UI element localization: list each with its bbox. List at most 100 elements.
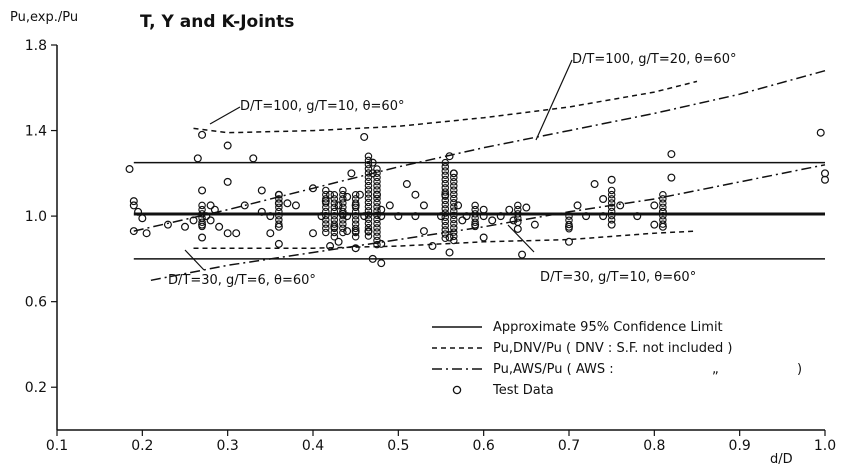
- data-point: [373, 186, 381, 194]
- data-point: [351, 244, 360, 253]
- data-point: [514, 201, 522, 210]
- data-point: [330, 190, 339, 199]
- data-point: [138, 214, 147, 223]
- legend-ditto: „: [712, 362, 719, 377]
- data-point: [471, 210, 479, 218]
- data-point: [275, 216, 283, 224]
- data-point: [223, 177, 232, 186]
- data-point: [659, 195, 667, 203]
- data-point: [330, 220, 339, 228]
- data-point: [364, 202, 373, 211]
- data-point: [291, 201, 300, 210]
- data-point: [283, 199, 292, 208]
- data-point: [373, 228, 381, 236]
- data-point: [351, 228, 360, 237]
- y-tick-label: 1.8: [25, 38, 47, 54]
- legend: Approximate 95% Confidence Limit Pu,DNV/…: [432, 320, 802, 398]
- data-point: [351, 190, 360, 199]
- data-point: [355, 190, 364, 199]
- data-point: [249, 154, 258, 163]
- data-point: [364, 186, 373, 194]
- data-point: [330, 195, 339, 203]
- data-point: [364, 194, 373, 202]
- data-point: [450, 173, 458, 182]
- data-point: [479, 233, 488, 242]
- data-point: [364, 181, 373, 190]
- data-point: [450, 198, 458, 207]
- annotation-1: D/T=100, g/T=20, θ=60°: [572, 52, 736, 67]
- data-point: [450, 236, 458, 245]
- data-point: [820, 175, 829, 184]
- data-point: [411, 190, 420, 199]
- data-point: [309, 184, 318, 193]
- data-point: [377, 259, 386, 268]
- data-point: [607, 211, 616, 220]
- y-tick-label: 1.0: [25, 209, 47, 225]
- x-tick-label: 0.6: [473, 438, 495, 454]
- data-point: [330, 207, 339, 216]
- legend-label-solid: Approximate 95% Confidence Limit: [493, 320, 723, 335]
- data-point: [364, 177, 373, 186]
- data-point: [309, 229, 318, 238]
- data-point: [351, 211, 360, 220]
- data-point: [275, 199, 283, 207]
- data-point: [530, 220, 539, 229]
- data-point: [565, 224, 573, 233]
- data-point: [193, 154, 202, 163]
- data-point: [339, 224, 347, 232]
- x-tick-label: 0.3: [217, 438, 239, 454]
- data-point: [441, 200, 450, 209]
- data-point: [514, 214, 522, 222]
- data-point: [322, 224, 330, 232]
- data-point: [441, 221, 450, 230]
- data-point: [441, 179, 450, 188]
- data-point: [317, 212, 326, 221]
- x-tick-label: 0.1: [46, 438, 68, 454]
- data-point: [275, 207, 283, 216]
- data-point: [650, 201, 659, 210]
- data-point: [322, 190, 330, 199]
- data-point: [441, 217, 450, 226]
- x-tick-label: 1.0: [814, 438, 836, 454]
- legend-close-paren: ): [797, 362, 802, 377]
- data-point: [659, 220, 667, 228]
- data-point: [330, 228, 339, 237]
- data-point: [450, 186, 458, 194]
- data-point: [351, 224, 360, 233]
- data-point: [450, 224, 458, 232]
- legend-label-dashdot: Pu,AWS/Pu ( AWS :: [493, 362, 614, 377]
- data-point: [339, 211, 347, 220]
- data-point: [816, 128, 825, 137]
- data-point: [445, 152, 454, 161]
- data-point: [364, 228, 373, 236]
- data-point: [373, 190, 381, 199]
- data-point: [198, 201, 206, 210]
- data-point: [368, 169, 377, 178]
- data-point: [373, 198, 381, 207]
- data-point: [339, 203, 347, 211]
- data-point: [364, 232, 373, 240]
- data-point: [633, 212, 642, 221]
- data-point: [339, 207, 347, 216]
- data-point: [198, 205, 206, 214]
- data-point: [441, 167, 450, 175]
- data-point: [573, 201, 582, 210]
- data-point: [599, 195, 608, 204]
- data-point: [163, 220, 172, 229]
- data-point: [441, 226, 450, 234]
- data-point: [364, 190, 373, 198]
- data-point: [326, 242, 335, 251]
- y-tick-label: 1.4: [25, 124, 47, 140]
- x-tick-label: 0.7: [558, 438, 580, 454]
- data-point: [240, 201, 249, 210]
- data-point: [441, 196, 450, 205]
- data-point: [198, 214, 206, 222]
- data-point: [198, 210, 206, 218]
- annotation-3: D/T=30, g/T=6, θ=60°: [168, 273, 316, 288]
- data-point: [385, 201, 394, 210]
- data-point: [360, 132, 369, 141]
- data-point: [351, 199, 360, 207]
- data-point: [339, 228, 347, 237]
- data-point: [419, 201, 428, 210]
